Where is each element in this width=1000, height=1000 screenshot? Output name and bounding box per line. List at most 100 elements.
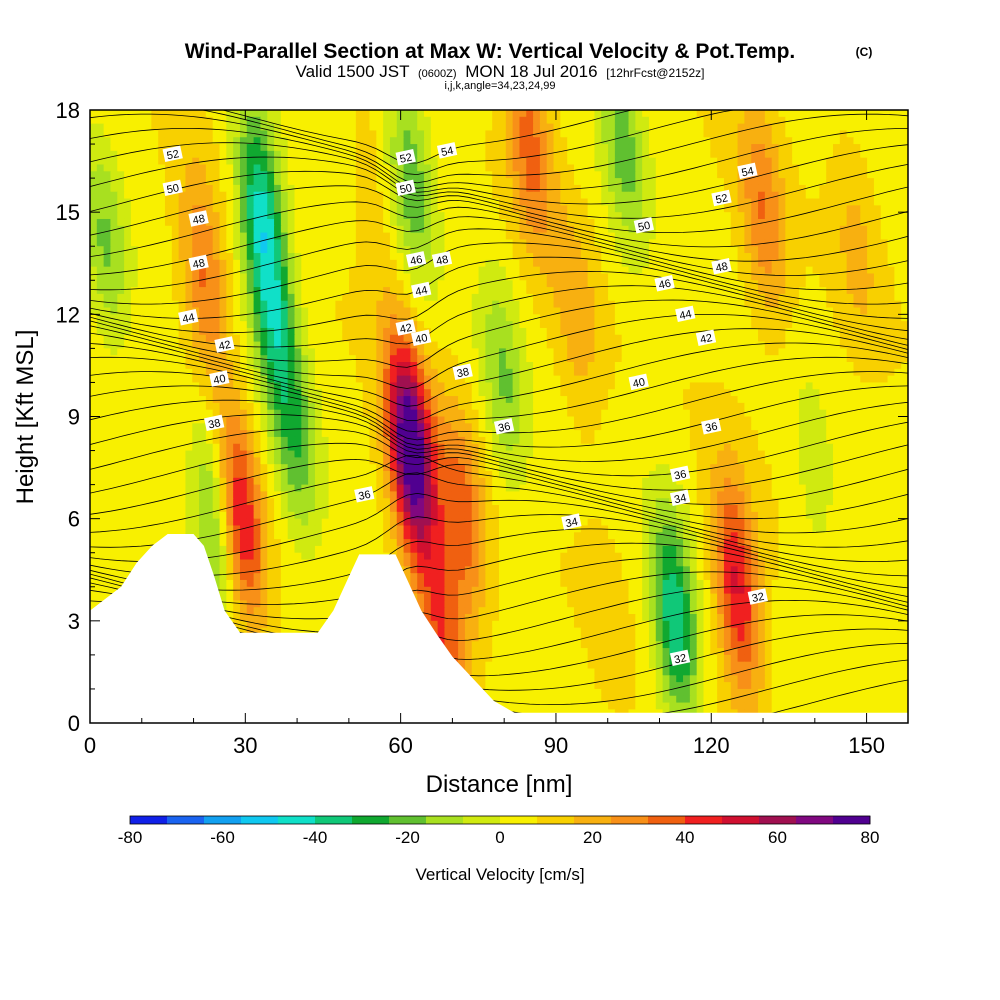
field-cell (553, 239, 561, 247)
field-cell (485, 246, 493, 254)
field-cell (826, 341, 834, 349)
field-cell (546, 273, 555, 281)
field-cell (396, 239, 405, 247)
field-cell (389, 266, 398, 275)
field-cell (662, 246, 671, 254)
field-cell (362, 321, 371, 329)
field-cell (130, 218, 139, 227)
field-cell (539, 341, 548, 349)
field-cell (383, 273, 391, 281)
field-cell (478, 389, 486, 397)
field-cell (410, 205, 418, 213)
field-cell (655, 348, 664, 356)
field-cell (771, 205, 780, 213)
field-cell (567, 341, 575, 349)
field-cell (403, 232, 411, 241)
field-cell (853, 259, 861, 268)
field-cell (894, 334, 902, 343)
field-cell (580, 123, 589, 132)
field-cell (451, 205, 459, 213)
field-cell (819, 184, 827, 193)
field-cell (130, 246, 139, 254)
field-cell (778, 191, 786, 200)
field-cell (239, 116, 248, 125)
field-cell (833, 280, 841, 288)
field-cell (130, 191, 139, 200)
field-cell (192, 184, 200, 193)
field-cell (369, 355, 377, 363)
field-cell (601, 205, 609, 213)
field-cell (526, 253, 534, 261)
field-cell (901, 293, 908, 302)
field-cell (723, 327, 732, 336)
field-cell (771, 348, 780, 356)
field-cell (205, 198, 214, 206)
field-cell (758, 164, 766, 172)
field-cell (308, 259, 316, 268)
field-cell (253, 191, 262, 200)
field-cell (519, 198, 527, 206)
field-cell (717, 375, 725, 384)
field-cell (778, 198, 786, 206)
field-cell (587, 184, 596, 193)
field-cell (833, 293, 841, 302)
field-cell (662, 198, 671, 206)
field-cell (171, 321, 180, 329)
field-cell (471, 246, 480, 254)
field-cell (873, 287, 882, 295)
field-cell (519, 232, 527, 241)
field-cell (519, 375, 527, 384)
field-cell (580, 341, 589, 349)
field-cell (587, 382, 596, 390)
field-cell (144, 225, 152, 234)
field-cell (96, 266, 105, 275)
field-cell (260, 225, 268, 234)
field-cell (137, 382, 146, 390)
field-cell (199, 341, 207, 349)
field-cell (539, 178, 548, 186)
field-cell (171, 375, 180, 384)
field-cell (751, 212, 759, 220)
field-cell (171, 164, 180, 172)
field-cell (396, 171, 405, 179)
field-cell (171, 389, 180, 397)
field-cell (553, 362, 561, 370)
field-cell (349, 212, 357, 220)
field-cell (833, 171, 841, 179)
field-cell (819, 368, 827, 377)
field-cell (505, 368, 514, 377)
field-cell (512, 293, 521, 302)
field-cell (526, 280, 534, 288)
field-cell (355, 232, 364, 241)
field-cell (751, 327, 759, 336)
field-cell (587, 123, 596, 132)
field-cell (723, 171, 732, 179)
field-cell (253, 348, 262, 356)
field-cell (839, 300, 848, 309)
field-cell (178, 334, 187, 343)
field-cell (539, 110, 548, 118)
field-cell (867, 334, 875, 343)
field-cell (158, 225, 166, 234)
field-cell (396, 259, 405, 268)
field-cell (458, 123, 466, 132)
field-cell (226, 327, 234, 336)
field-cell (158, 157, 166, 166)
field-cell (867, 157, 875, 166)
field-cell (199, 321, 207, 329)
field-cell (819, 293, 827, 302)
field-cell (737, 293, 745, 302)
field-cell (683, 287, 691, 295)
field-cell (478, 144, 486, 152)
field-cell (90, 225, 98, 234)
field-cell (424, 341, 432, 349)
field-cell (894, 171, 902, 179)
field-cell (335, 116, 343, 125)
field-cell (342, 205, 350, 213)
field-cell (812, 232, 820, 241)
field-cell (880, 116, 889, 125)
field-cell (444, 382, 452, 390)
field-cell (901, 171, 908, 179)
field-cell (410, 314, 418, 322)
field-cell (396, 300, 405, 309)
